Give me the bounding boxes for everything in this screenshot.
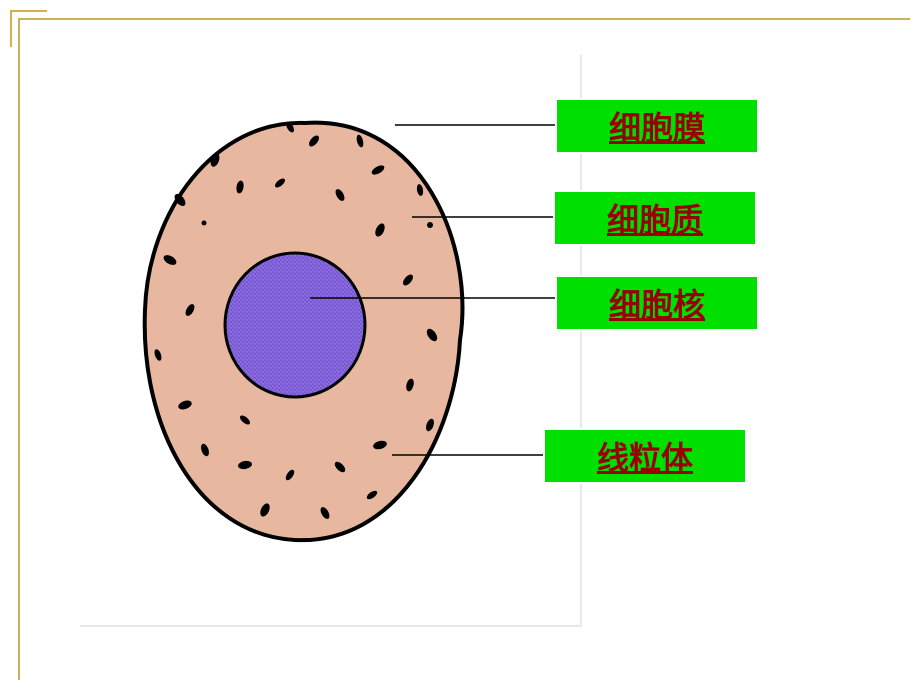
label-box-1[interactable]: 细胞质 [553, 190, 757, 246]
label-text: 线粒体 [597, 433, 693, 479]
label-box-0[interactable]: 细胞膜 [555, 98, 759, 154]
label-text: 细胞核 [609, 280, 705, 326]
label-box-2[interactable]: 细胞核 [555, 275, 759, 331]
label-text: 细胞膜 [609, 103, 705, 149]
labels-container: 细胞膜细胞质细胞核线粒体 [0, 0, 920, 690]
label-text: 细胞质 [607, 195, 703, 241]
label-box-3[interactable]: 线粒体 [543, 428, 747, 484]
